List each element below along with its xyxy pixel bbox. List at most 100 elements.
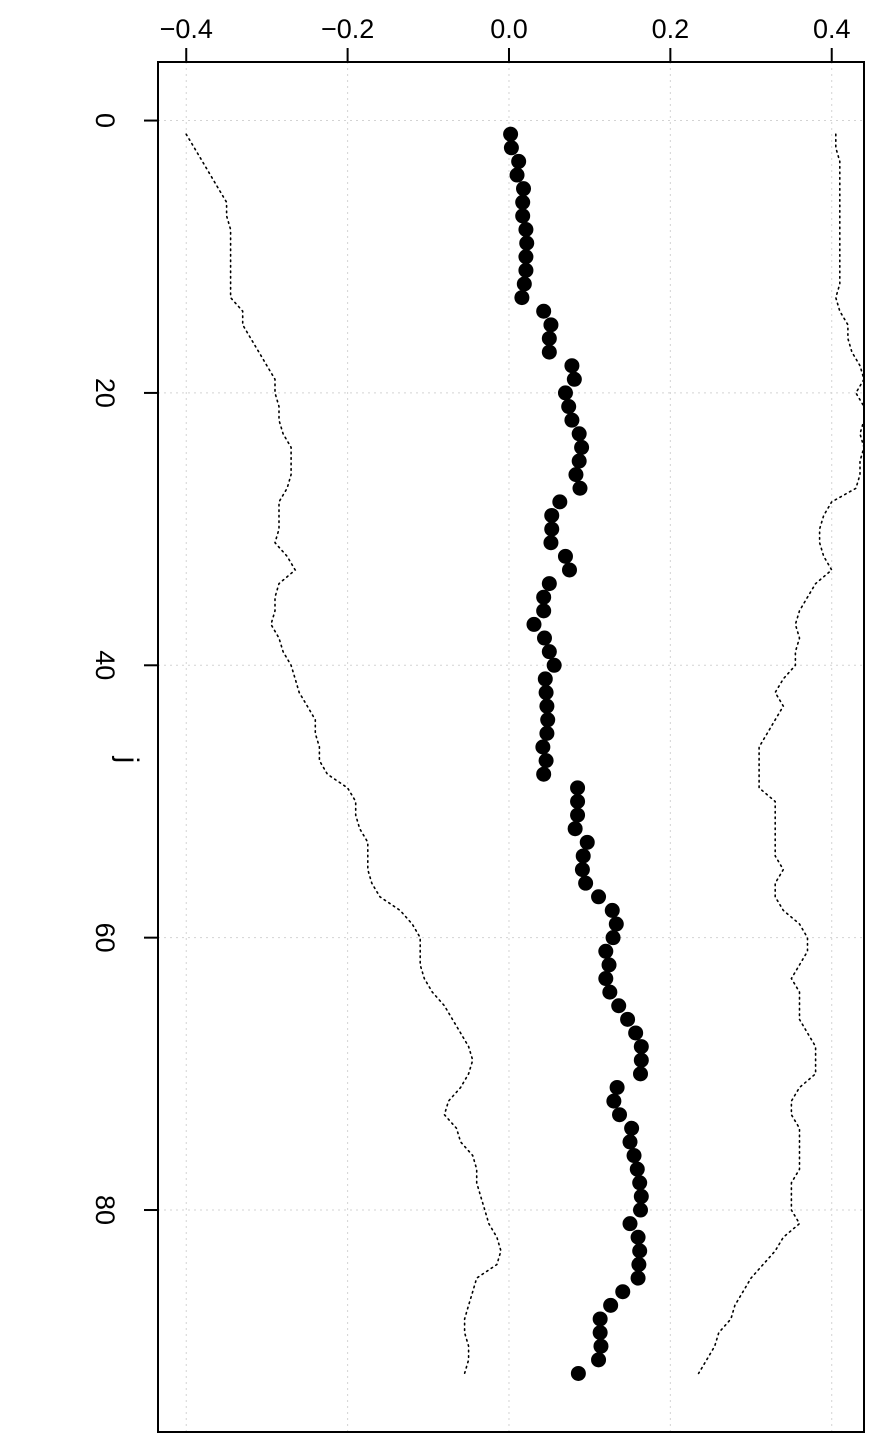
data-point: [570, 793, 586, 809]
data-point: [511, 153, 527, 169]
data-point: [526, 616, 542, 632]
data-point: [628, 1025, 644, 1041]
data-point: [541, 576, 557, 592]
data-point: [632, 1243, 648, 1259]
data-point: [518, 262, 534, 278]
data-point: [598, 943, 614, 959]
data-point: [536, 766, 552, 782]
data-point: [544, 507, 560, 523]
data-point: [540, 712, 556, 728]
data-point: [629, 1161, 645, 1177]
data-point: [605, 930, 621, 946]
data-point: [632, 1175, 648, 1191]
data-point: [606, 1093, 622, 1109]
data-point: [536, 630, 552, 646]
data-point: [603, 1297, 619, 1313]
data-point: [622, 1134, 638, 1150]
data-point: [593, 1338, 609, 1354]
data-point: [630, 1229, 646, 1245]
data-point: [611, 998, 627, 1014]
data-point: [543, 317, 559, 333]
data-point: [571, 453, 587, 469]
data-point: [615, 1284, 631, 1300]
data-point: [567, 821, 583, 837]
data-point: [630, 1270, 646, 1286]
data-point: [574, 862, 590, 878]
data-point: [518, 249, 534, 265]
data-point: [570, 1365, 586, 1381]
data-point: [622, 1216, 638, 1232]
top-tick-label: 0.4: [813, 14, 851, 44]
left-tick-label: 80: [90, 1195, 120, 1225]
data-point: [602, 984, 618, 1000]
data-point: [633, 1202, 649, 1218]
data-point: [544, 521, 560, 537]
data-point: [535, 739, 551, 755]
left-axis: 0 20 40 60 80: [90, 113, 158, 1225]
data-point: [578, 875, 594, 891]
data-point: [541, 344, 557, 360]
data-point: [561, 562, 577, 578]
data-point: [609, 1079, 625, 1095]
data-point: [538, 753, 554, 769]
data-point: [570, 807, 586, 823]
left-tick-label: 40: [90, 650, 120, 680]
data-point: [539, 725, 555, 741]
data-point: [503, 126, 519, 142]
data-point: [604, 902, 620, 918]
grid-lines: [158, 62, 864, 1432]
data-point: [624, 1120, 640, 1136]
data-point: [509, 167, 525, 183]
data-point: [514, 290, 530, 306]
data-point: [598, 971, 614, 987]
top-axis: −0.4 −0.2 0.0 0.2 0.4: [160, 14, 851, 62]
data-point: [541, 330, 557, 346]
data-point: [539, 698, 555, 714]
data-point: [561, 399, 577, 415]
left-tick-label: 0: [90, 113, 120, 128]
data-point: [557, 548, 573, 564]
plot-frame: [157, 61, 865, 1433]
data-point: [543, 535, 559, 551]
data-point: [633, 1052, 649, 1068]
top-tick-label: −0.4: [160, 14, 213, 44]
data-point: [541, 644, 557, 660]
data-point: [579, 834, 595, 850]
data-point: [537, 671, 553, 687]
data-point: [620, 1011, 636, 1027]
data-point: [516, 181, 532, 197]
data-point: [626, 1148, 642, 1164]
data-point: [633, 1066, 649, 1082]
data-point: [515, 194, 531, 210]
data-point: [575, 848, 591, 864]
upper-bound-path: [697, 133, 865, 1375]
data-point: [536, 603, 552, 619]
data-point: [608, 916, 624, 932]
data-point: [546, 657, 562, 673]
data-point: [552, 494, 568, 510]
top-tick-label: 0.0: [490, 14, 528, 44]
data-point: [566, 371, 582, 387]
data-point: [570, 780, 586, 796]
data-point: [574, 439, 590, 455]
x-axis-title: j: [111, 756, 144, 764]
data-point: [591, 889, 607, 905]
data-point: [601, 957, 617, 973]
data-point: [568, 467, 584, 483]
upper-bound-line: [697, 133, 865, 1375]
data-points: [503, 126, 649, 1381]
data-point: [572, 480, 588, 496]
left-tick-label: 60: [90, 923, 120, 953]
data-point: [612, 1107, 628, 1123]
lower-bound-path: [185, 133, 502, 1375]
data-point: [536, 303, 552, 319]
data-point: [519, 235, 535, 251]
data-point: [536, 589, 552, 605]
data-point: [564, 412, 580, 428]
data-point: [503, 140, 519, 156]
data-point: [564, 358, 580, 374]
data-point: [571, 426, 587, 442]
data-point: [592, 1311, 608, 1327]
data-point: [633, 1039, 649, 1055]
